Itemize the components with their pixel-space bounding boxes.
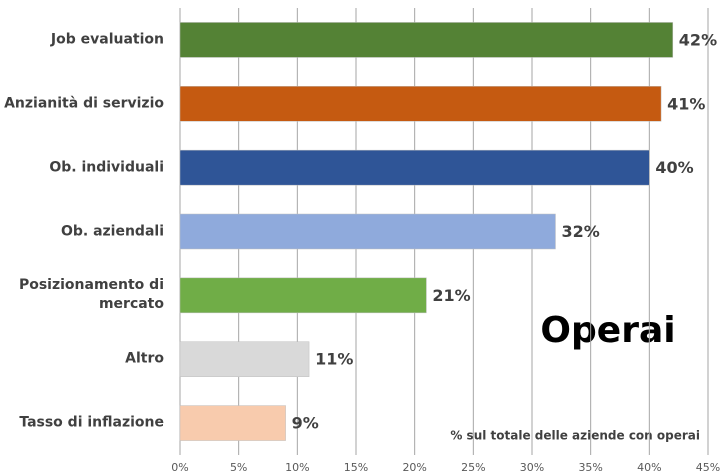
x-tick-label: 45% — [696, 461, 720, 474]
annotation: Operai — [540, 310, 675, 351]
y-tick-label: Posizionamento di mercato — [18, 277, 164, 313]
x-tick-label: 20% — [402, 461, 426, 474]
data-label: 42% — [679, 30, 717, 49]
bar — [179, 213, 556, 250]
data-label: 9% — [292, 414, 319, 433]
x-tick-label: 30% — [520, 461, 544, 474]
bar — [179, 86, 662, 122]
data-label: 41% — [667, 94, 705, 113]
x-tick-label: 25% — [461, 461, 485, 474]
y-tick-label: Altro — [125, 350, 164, 367]
y-tick-label: Anzianità di servizio — [4, 95, 164, 112]
x-tick-label: 35% — [578, 461, 602, 474]
bar — [179, 277, 427, 314]
bar — [179, 341, 310, 377]
y-tick-label: Ob. individuali — [49, 159, 164, 176]
bar — [179, 149, 650, 186]
x-tick-label: 5% — [230, 461, 247, 474]
data-label: 21% — [432, 286, 470, 305]
y-tick-label: Ob. aziendali — [60, 223, 164, 239]
x-tick-label: 40% — [637, 461, 661, 474]
x-tick-label: 15% — [344, 461, 368, 474]
data-label: 11% — [315, 350, 353, 369]
x-tick-label: 0% — [171, 461, 188, 474]
annotation: % sul totale delle aziende con operai — [450, 429, 700, 443]
y-tick-label: Job evaluation — [50, 31, 164, 48]
data-label: 32% — [561, 222, 599, 241]
bar — [179, 22, 674, 58]
y-tick-label: Tasso di inflazione — [19, 414, 164, 431]
bar — [179, 405, 286, 441]
data-label: 40% — [655, 158, 693, 177]
x-tick-label: 10% — [285, 461, 309, 474]
